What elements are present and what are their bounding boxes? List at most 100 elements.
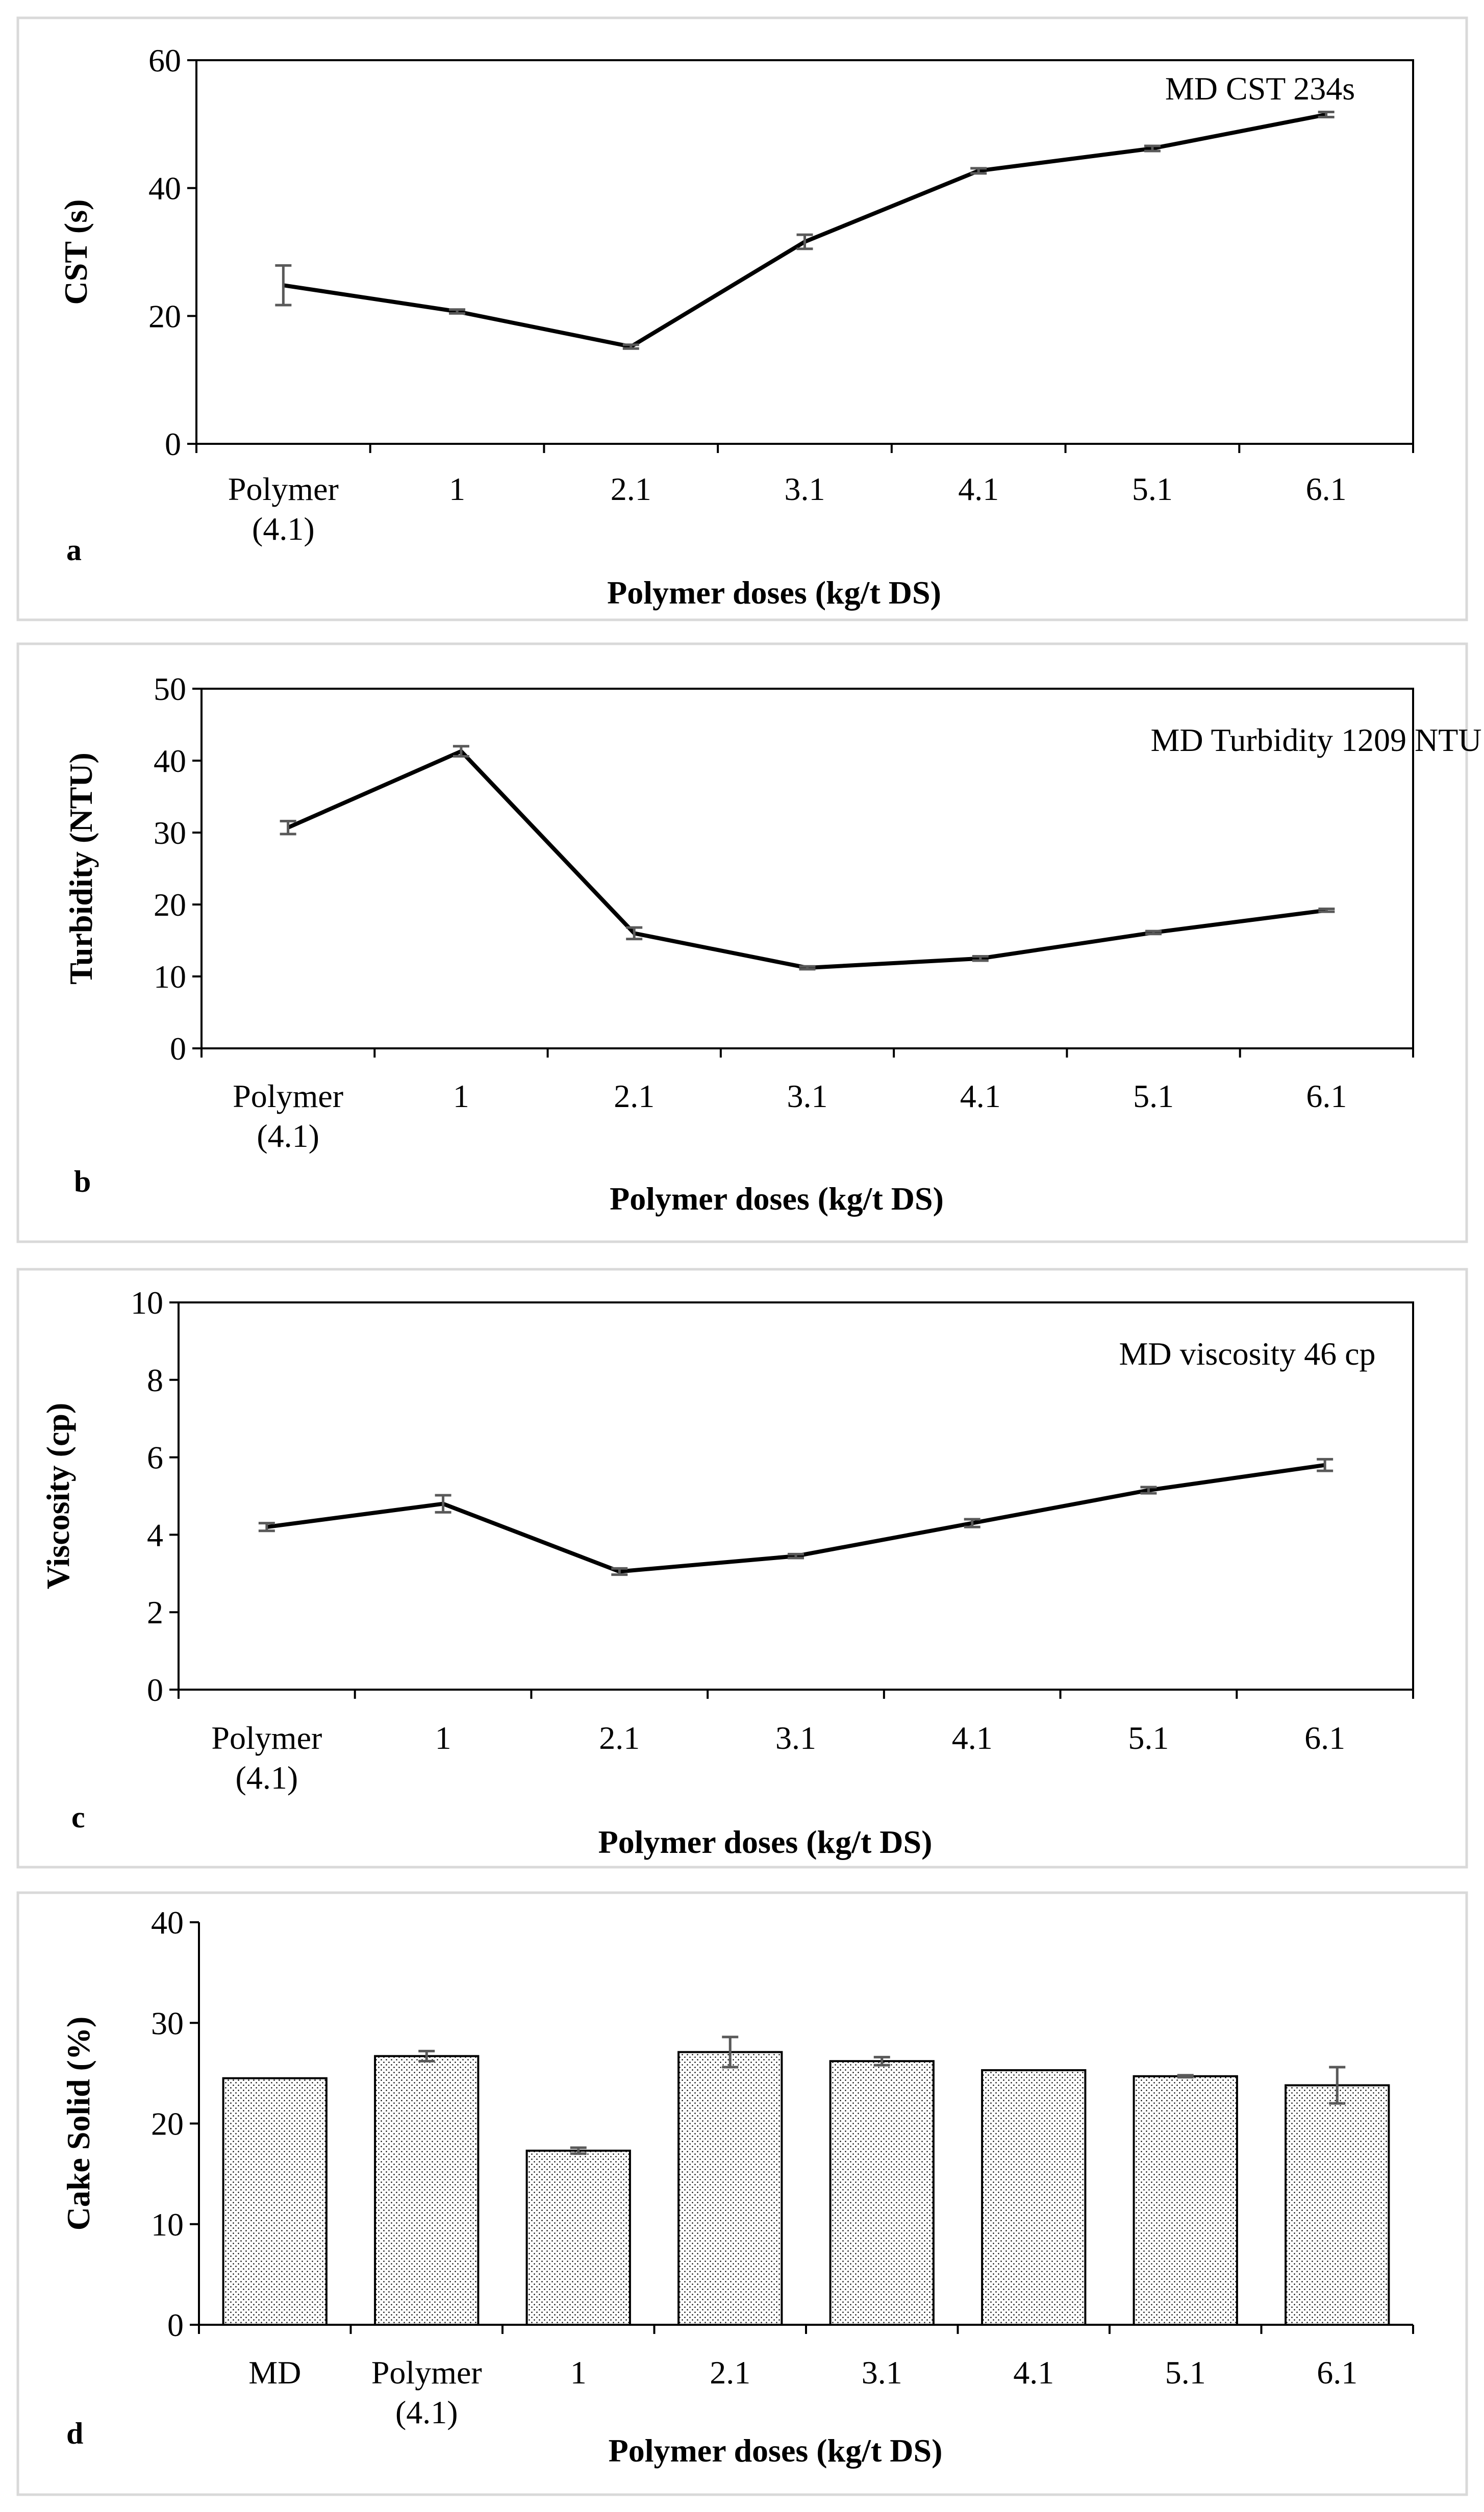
error-bar — [435, 1494, 451, 1514]
panel-frame — [16, 1268, 1468, 1869]
x-tick-label: 2.1 — [599, 1720, 640, 1756]
y-tick-label: 50 — [154, 671, 186, 707]
x-tick-label: 1 — [453, 1078, 469, 1114]
y-tick-label: 4 — [147, 1517, 163, 1553]
series-line — [283, 112, 1327, 349]
error-bar — [1317, 1458, 1334, 1472]
x-tick-label: 3.1 — [785, 471, 825, 507]
y-axis-title: CST (s) — [58, 199, 94, 305]
error-bar — [418, 2049, 435, 2063]
panel-letter: d — [66, 2417, 83, 2450]
x-tick-label: 4.1 — [960, 1078, 1001, 1114]
bar — [525, 2149, 631, 2326]
x-tick-label: 2.1 — [611, 471, 651, 507]
panel-letter: a — [66, 533, 82, 567]
error-bar — [788, 1552, 804, 1560]
bar — [981, 2069, 1087, 2326]
x-tick-label: 5.1 — [1132, 471, 1173, 507]
y-tick-label: 20 — [154, 887, 186, 923]
bar — [1133, 2075, 1238, 2326]
y-axis-title: Turbidity (NTU) — [63, 752, 99, 985]
x-tick-label: 5.1 — [1133, 1078, 1174, 1114]
error-bar — [1177, 2074, 1194, 2079]
x-tick-label: 6.1 — [1304, 1720, 1345, 1756]
x-tick-label: Polymer (4.1) — [228, 471, 339, 547]
y-tick-label: 30 — [154, 815, 186, 851]
bar — [1285, 2084, 1390, 2326]
error-bar — [275, 264, 292, 307]
y-tick-label: 40 — [151, 1904, 184, 1941]
panel-frame — [16, 1891, 1468, 2496]
error-bar — [570, 2146, 587, 2155]
y-tick-label: 20 — [151, 2106, 184, 2142]
error-bar — [1318, 111, 1335, 119]
chart-panel-a: 0 20 40 60 Polymer (4.1) 1 2.1 3.1 4.1 5.1 6.1 CST (… — [16, 16, 1468, 621]
y-tick-label: 0 — [170, 1031, 186, 1067]
x-tick-label: 6.1 — [1317, 2354, 1357, 2391]
md-annotation: MD viscosity 46 cp — [1119, 1336, 1375, 1372]
error-bar — [972, 955, 989, 962]
chart-panel-b: 0 10 20 30 40 50 Polymer (4.1) 1 2.1 3.1 4.1 5.1 6.1 T… — [16, 642, 1482, 1243]
x-tick-label: Polymer (4.1) — [233, 1078, 343, 1154]
error-bar — [611, 1567, 628, 1576]
panel-letter: b — [74, 1165, 91, 1198]
md-annotation: MD Turbidity 1209 NTU — [1151, 722, 1482, 758]
x-tick-label: 6.1 — [1306, 1078, 1347, 1114]
error-bar — [1145, 930, 1162, 936]
error-bar — [970, 167, 987, 175]
x-tick-label: 5.1 — [1165, 2354, 1206, 2391]
y-tick-label: 40 — [154, 743, 186, 779]
x-tick-label: 2.1 — [710, 2354, 750, 2391]
error-bar — [796, 233, 813, 250]
y-tick-label: 30 — [151, 2005, 184, 2041]
x-tick-label: 3.1 — [862, 2354, 902, 2391]
error-bar — [449, 308, 466, 315]
y-tick-label: 0 — [167, 2307, 184, 2343]
bar — [829, 2060, 935, 2326]
y-tick-label: 10 — [151, 2206, 184, 2243]
error-bar — [1140, 1486, 1157, 1495]
panel-frame — [16, 16, 1468, 621]
error-bar — [799, 965, 816, 971]
y-axis-title: Viscosity (cp) — [40, 1403, 76, 1590]
y-tick-label: 2 — [147, 1594, 163, 1630]
y-tick-label: 6 — [147, 1440, 163, 1476]
plot-area-border — [195, 59, 1414, 445]
y-tick-label: 0 — [147, 1672, 163, 1708]
y-tick-label: 60 — [148, 42, 181, 79]
y-tick-label: 20 — [148, 298, 181, 334]
error-bar — [280, 819, 296, 836]
y-axis-title: Cake Solid (%) — [60, 2017, 96, 2231]
chart-panel-c: 0 2 4 6 8 10 Polymer (4.1) 1 2.1 3.1 4.1 5.1 6.1 Visco… — [16, 1268, 1468, 1869]
error-bar — [1144, 144, 1161, 153]
x-tick-label: 3.1 — [787, 1078, 828, 1114]
error-bar — [622, 343, 639, 350]
series-line — [287, 749, 1327, 970]
panel-letter: c — [71, 1800, 85, 1834]
y-tick-label: 10 — [154, 959, 186, 995]
x-tick-label: 1 — [449, 471, 465, 507]
x-tick-label: 6.1 — [1306, 471, 1347, 507]
x-tick-label: Polymer (4.1) — [371, 2354, 482, 2430]
panel-frame — [16, 642, 1468, 1243]
bar — [222, 2077, 328, 2326]
x-tick-label: Polymer (4.1) — [211, 1720, 322, 1796]
md-annotation: MD CST 234s — [1165, 70, 1355, 107]
error-bar — [626, 926, 643, 941]
x-tick-label: 5.1 — [1128, 1720, 1169, 1756]
error-bar — [722, 2036, 739, 2069]
error-bar — [964, 1518, 980, 1528]
x-axis-title: Polymer doses (kg/t DS) — [610, 1180, 944, 1217]
chart-panel-d: 0 10 20 30 40 MD Polymer (4.1) 1 2.1 3.1 4.1 5.1 6.1 C… — [16, 1891, 1468, 2496]
x-tick-label: MD — [248, 2354, 301, 2391]
y-tick-label: 10 — [131, 1285, 163, 1321]
y-tick-label: 40 — [148, 170, 181, 207]
bar — [677, 2051, 783, 2326]
error-bar — [1318, 907, 1335, 913]
x-axis-title: Polymer doses (kg/t DS) — [607, 574, 941, 611]
error-bar — [258, 1522, 275, 1533]
x-tick-label: 4.1 — [1013, 2354, 1054, 2391]
x-tick-label: 1 — [570, 2354, 587, 2391]
x-tick-label: 4.1 — [952, 1720, 993, 1756]
